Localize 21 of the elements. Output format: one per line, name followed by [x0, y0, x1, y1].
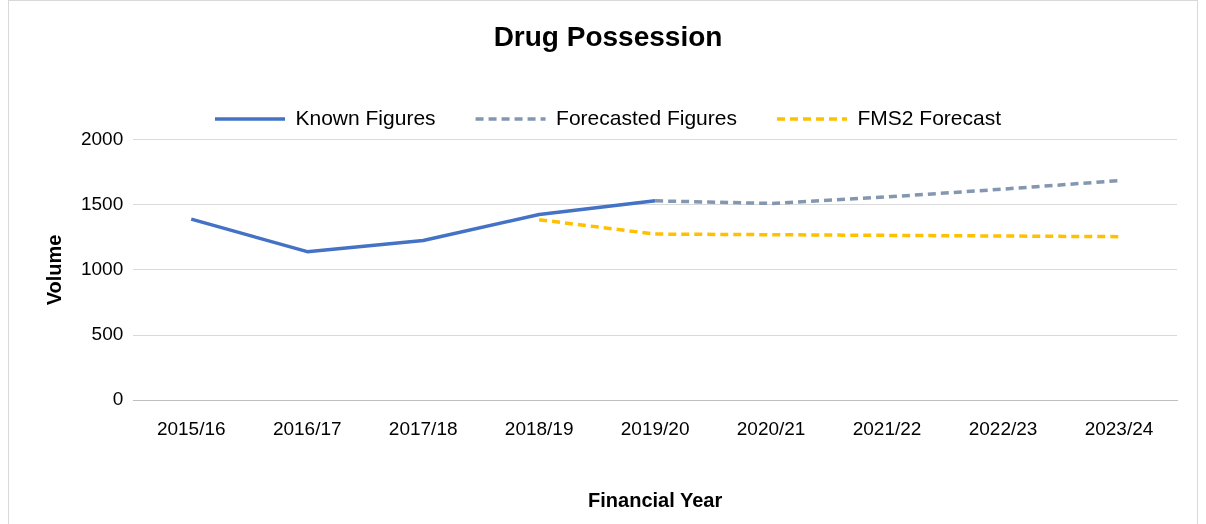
y-tick-label: 1000: [80, 258, 124, 280]
y-tick-label: 1500: [80, 192, 124, 214]
y-tick-label: 0: [112, 388, 124, 410]
y-tick-label: 2000: [80, 127, 124, 149]
y-axis-title: Volume: [42, 234, 65, 306]
legend-label: Known Figures: [295, 105, 436, 129]
line-series: [537, 217, 1121, 239]
x-tick-label: 2018/19: [504, 417, 574, 439]
x-tick-label: 2016/17: [272, 417, 342, 439]
y-tick-label: 500: [91, 323, 124, 345]
legend-label: FMS2 Forecast: [857, 105, 1002, 129]
x-tick-label: 2015/16: [156, 417, 226, 439]
chart-title: Drug Possession: [493, 20, 723, 52]
x-tick-label: 2020/21: [736, 417, 806, 439]
x-tick-label: 2019/20: [620, 417, 690, 439]
legend-label: Forecasted Figures: [556, 105, 737, 129]
x-axis-title: Financial Year: [588, 488, 723, 511]
x-tick-label: 2023/24: [1084, 417, 1154, 439]
x-tick-label: 2017/18: [388, 417, 458, 439]
x-tick-label: 2021/22: [852, 417, 922, 439]
x-tick-label: 2022/23: [968, 417, 1038, 439]
